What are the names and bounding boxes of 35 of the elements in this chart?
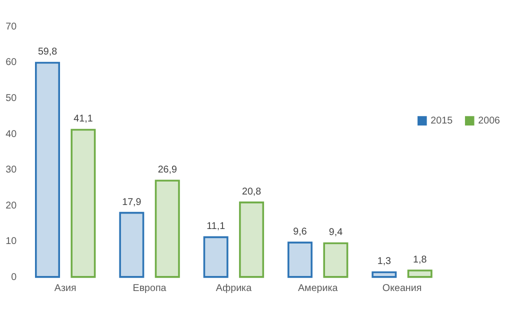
- bar: [288, 242, 313, 278]
- x-tick-label: Азия: [54, 282, 76, 294]
- bar: [203, 236, 228, 278]
- bar: [35, 62, 60, 278]
- text: 41,1: [74, 114, 93, 125]
- text: 11,1: [206, 221, 226, 232]
- bar: [154, 180, 180, 278]
- y-tick-label: 0: [11, 272, 18, 284]
- y-tick-label: 10: [6, 236, 18, 248]
- bar: [372, 271, 397, 278]
- text: 59,8: [38, 46, 58, 58]
- x-tick-label: Океания: [382, 282, 422, 294]
- text: 9,6: [293, 226, 307, 238]
- x-tick-label: Америка: [298, 282, 338, 294]
- x-tick-label: Африка: [216, 282, 252, 294]
- text: 20,8: [242, 186, 262, 198]
- y-tick-label: 20: [6, 200, 18, 212]
- text: 9,4: [328, 227, 343, 238]
- y-tick-label: 40: [6, 128, 18, 140]
- legend-label: 2006: [478, 116, 501, 127]
- y-tick-label: 50: [6, 92, 18, 104]
- y-tick-label: 30: [6, 164, 18, 176]
- bar: [407, 270, 432, 278]
- text: 1,8: [413, 254, 427, 266]
- bar: [323, 242, 348, 278]
- bar: [70, 128, 96, 278]
- legend-label: 2015: [430, 116, 454, 127]
- y-tick-label: 70: [6, 21, 18, 32]
- x-tick-label: Европа: [132, 282, 167, 294]
- text: 17,9: [122, 196, 142, 208]
- text: 1,3: [377, 256, 392, 268]
- y-tick-label: 60: [6, 57, 18, 68]
- bar: [239, 202, 264, 278]
- bar: [119, 212, 144, 278]
- text: 26,9: [158, 164, 177, 176]
